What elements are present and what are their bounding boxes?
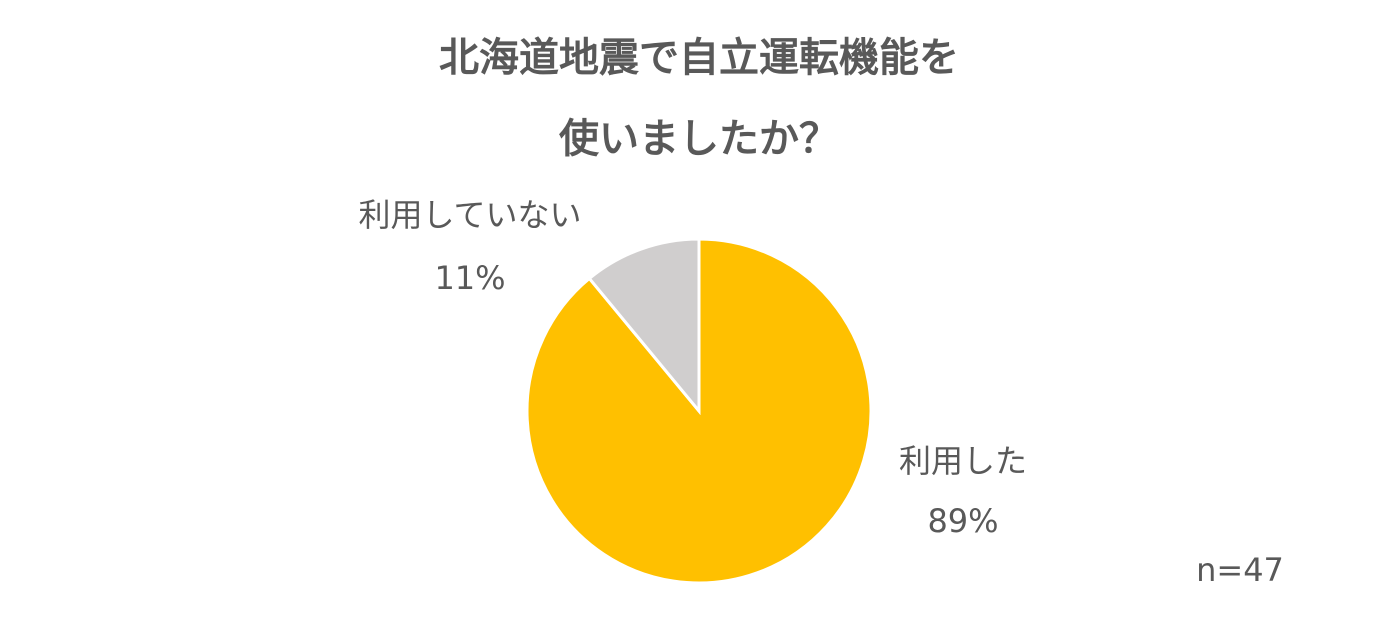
slice-label: 利用していない <box>358 196 581 234</box>
sample-size: n=47 <box>1196 551 1284 589</box>
pie-slice <box>587 237 701 416</box>
chart-title: 使いましたか？ <box>559 116 839 162</box>
slice-label: 利用した <box>899 442 1027 480</box>
slice-value-label: 89% <box>927 502 998 540</box>
slice-value-label: 11% <box>434 259 505 297</box>
chart-title: 北海道地震で自立運転機能を <box>439 35 959 81</box>
